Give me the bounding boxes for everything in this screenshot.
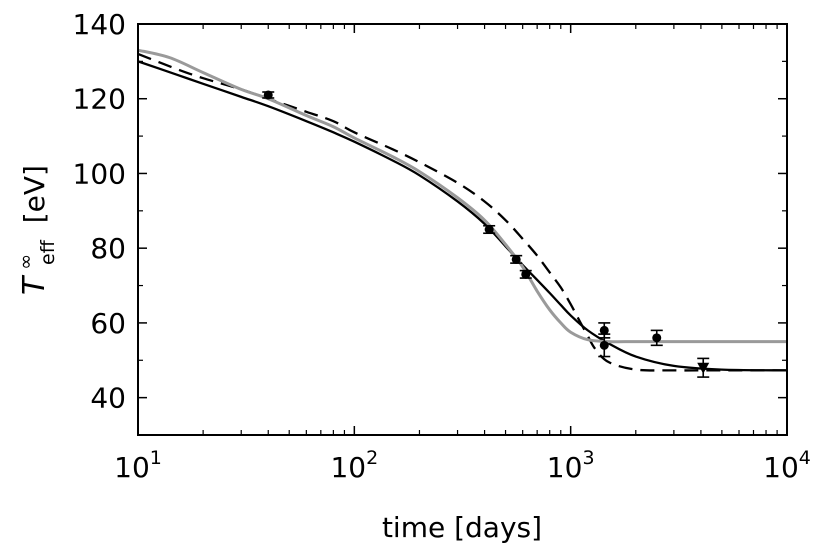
x-tick-label: 104 [763,447,811,484]
y-tick-label: 120 [73,83,126,116]
y-tick-label: 140 [73,8,126,41]
x-tick-exponent: 4 [799,447,811,469]
circle-marker [521,269,531,279]
x-tick-exponent: 3 [582,447,594,469]
observation-point [598,333,611,358]
triangle-marker [697,362,710,374]
series-line-1 [137,60,788,372]
axis-ticks [138,24,787,436]
observation-points [262,90,710,378]
x-tick-labels: 101 102 103 104 [114,447,811,484]
circle-marker [263,90,273,100]
y-axis-symbol: T [17,274,52,295]
y-axis-superscript: ∞ [15,254,37,270]
y-axis-label: T ∞ eff [eV] [6,165,61,295]
circle-marker [484,225,494,234]
x-tick-base: 10 [763,451,799,484]
observation-point [697,357,710,378]
x-tick-base: 10 [114,451,150,484]
x-tick-label: 101 [114,447,162,484]
x-tick-exponent: 2 [366,447,378,469]
x-axis-label: time [days] [382,511,542,544]
y-axis-unit: [eV] [18,165,51,223]
series-line-3 [137,48,787,344]
x-tick-exponent: 1 [150,447,162,469]
y-tick-label: 40 [90,382,126,415]
plot-frame [137,23,788,436]
observation-point [510,254,523,264]
x-tick-label: 102 [330,447,378,484]
y-tick-label: 60 [90,307,126,340]
circle-marker [599,340,609,350]
circle-marker [599,325,609,335]
y-axis-subscript: eff [37,239,59,265]
y-tick-labels: 40 60 80 100 120 140 [73,8,126,415]
y-tick-label: 80 [90,232,126,265]
series-line-2 [137,52,787,372]
observation-point [262,90,275,100]
observation-point [650,329,663,347]
x-tick-base: 10 [547,451,583,484]
x-tick-base: 10 [330,451,366,484]
y-tick-label: 100 [73,157,126,190]
observation-point [483,224,496,235]
circle-marker [652,333,662,343]
series-lines [137,48,788,372]
circle-marker [511,254,521,264]
observation-point [519,269,532,279]
x-tick-label: 103 [547,447,595,484]
